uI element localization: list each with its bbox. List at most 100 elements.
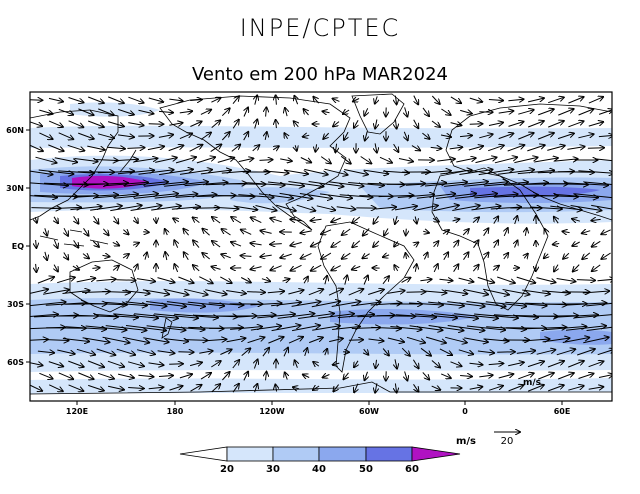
wind-vector-arrow	[128, 123, 143, 126]
wind-vector-arrow	[333, 384, 339, 392]
wind-vector-arrow	[105, 301, 147, 305]
reference-vector-value: 20	[501, 436, 514, 447]
wind-vector-arrow	[373, 240, 380, 247]
wind-vector-arrow	[127, 361, 144, 366]
wind-vector-arrow	[184, 340, 208, 341]
wind-vector-arrow	[578, 109, 594, 116]
wind-vector-arrow	[421, 171, 451, 173]
wind-vector-arrow	[431, 95, 439, 104]
wind-vector-arrow	[354, 119, 358, 128]
wind-vector-arrow	[488, 123, 503, 126]
wind-vector-arrow	[406, 292, 426, 293]
wind-vector-arrow	[568, 121, 583, 128]
wind-vector-arrow	[284, 133, 287, 140]
vector-unit-label: m/s	[523, 378, 541, 388]
wind-vector-arrow	[175, 195, 217, 198]
wind-vector-arrow	[205, 339, 227, 340]
wind-vector-arrow	[244, 108, 248, 117]
wind-vector-arrow	[428, 325, 464, 331]
wind-vector-arrow	[134, 313, 178, 319]
wind-vector-arrow	[267, 181, 304, 186]
colorbar-tick-20: 20	[220, 464, 234, 475]
wind-vector-arrow	[464, 337, 488, 342]
wind-vector-arrow	[166, 301, 205, 307]
wind-vector-arrow	[313, 97, 319, 104]
wind-vector-arrow	[492, 266, 499, 271]
wind-vector-arrow	[533, 195, 578, 196]
organization-title: INPE/CPTEC	[239, 14, 401, 42]
wind-vector-arrow	[294, 96, 297, 105]
wind-vector-arrow	[54, 264, 58, 272]
wind-vector-arrow	[178, 276, 193, 283]
wind-vector-arrow	[525, 228, 526, 236]
wind-vector-arrow	[299, 193, 332, 199]
wind-vector-arrow	[199, 351, 212, 353]
wind-vector-arrow	[39, 109, 52, 114]
wind-vector-arrow	[324, 168, 347, 175]
wind-vector-arrow	[114, 313, 158, 318]
wind-vector-arrow	[290, 242, 302, 245]
wind-vector-arrow	[179, 111, 192, 113]
wind-vector-arrow	[453, 241, 459, 248]
wind-vector-arrow	[373, 216, 380, 223]
wind-vector-arrow	[452, 206, 479, 211]
lat-tick-60n: 60N	[6, 126, 24, 135]
wind-vector-arrow	[241, 256, 252, 257]
wind-vector-arrow	[54, 239, 57, 248]
wind-vector-arrow	[394, 206, 417, 211]
wind-vector-arrow	[547, 146, 564, 151]
wind-vector-arrow	[319, 193, 352, 198]
wind-vector-arrow	[405, 183, 446, 186]
wind-vector-arrow	[311, 219, 322, 220]
wind-vector-arrow	[276, 204, 296, 211]
wind-vector-arrow	[342, 252, 351, 259]
wind-vector-arrow	[370, 303, 402, 305]
wind-vector-arrow	[404, 131, 407, 140]
wind-vector-arrow	[268, 337, 283, 344]
wind-vector-arrow	[563, 252, 570, 259]
wind-vector-arrow	[169, 123, 182, 125]
wind-vector-arrow	[114, 194, 158, 199]
wind-vector-arrow	[527, 361, 544, 368]
wind-vector-arrow	[428, 301, 464, 306]
wind-vector-arrow	[488, 100, 503, 101]
wind-vector-arrow	[502, 289, 530, 295]
wind-vector-arrow	[43, 340, 69, 341]
wind-vector-arrow	[226, 338, 246, 343]
wind-vector-arrow	[325, 349, 327, 356]
wind-vector-arrow	[142, 289, 169, 295]
wind-vector-arrow	[458, 349, 473, 354]
wind-vector-arrow	[147, 146, 164, 149]
wind-vectors	[30, 95, 612, 392]
wind-vector-arrow	[518, 133, 533, 140]
wind-vector-arrow	[311, 241, 322, 247]
colorbar-segment-1	[226, 446, 274, 462]
wind-vector-arrow	[220, 276, 231, 283]
lat-tick-30s: 30S	[7, 300, 24, 309]
wind-vector-arrow	[83, 228, 89, 235]
wind-vector-arrow	[83, 183, 128, 185]
wind-vector-arrow	[88, 96, 104, 103]
wind-vector-arrow	[515, 216, 518, 225]
wind-vector-arrow	[211, 120, 221, 128]
wind-vector-arrow	[378, 195, 414, 196]
wind-vector-arrow	[401, 347, 410, 356]
wind-vector-arrow	[102, 336, 130, 342]
wind-vector-arrow	[478, 169, 514, 176]
wind-vector-arrow	[240, 277, 251, 283]
wind-vector-arrow	[30, 182, 68, 185]
wind-vector-arrow	[87, 360, 104, 367]
wind-vector-arrow	[116, 280, 136, 281]
wind-vector-arrow	[37, 351, 54, 353]
wind-vector-arrow	[220, 350, 231, 355]
wind-vector-arrow	[171, 207, 200, 210]
wind-vector-arrow	[94, 313, 138, 317]
wind-vector-arrow	[382, 348, 389, 356]
wind-vector-arrow	[295, 360, 298, 368]
wind-vector-arrow	[601, 252, 611, 259]
lat-tick-30n: 30N	[6, 184, 24, 193]
wind-vector-arrow	[132, 243, 139, 246]
wind-vector-arrow	[98, 108, 114, 115]
wind-vector-arrow	[263, 171, 288, 173]
wind-vector-arrow	[96, 279, 115, 281]
